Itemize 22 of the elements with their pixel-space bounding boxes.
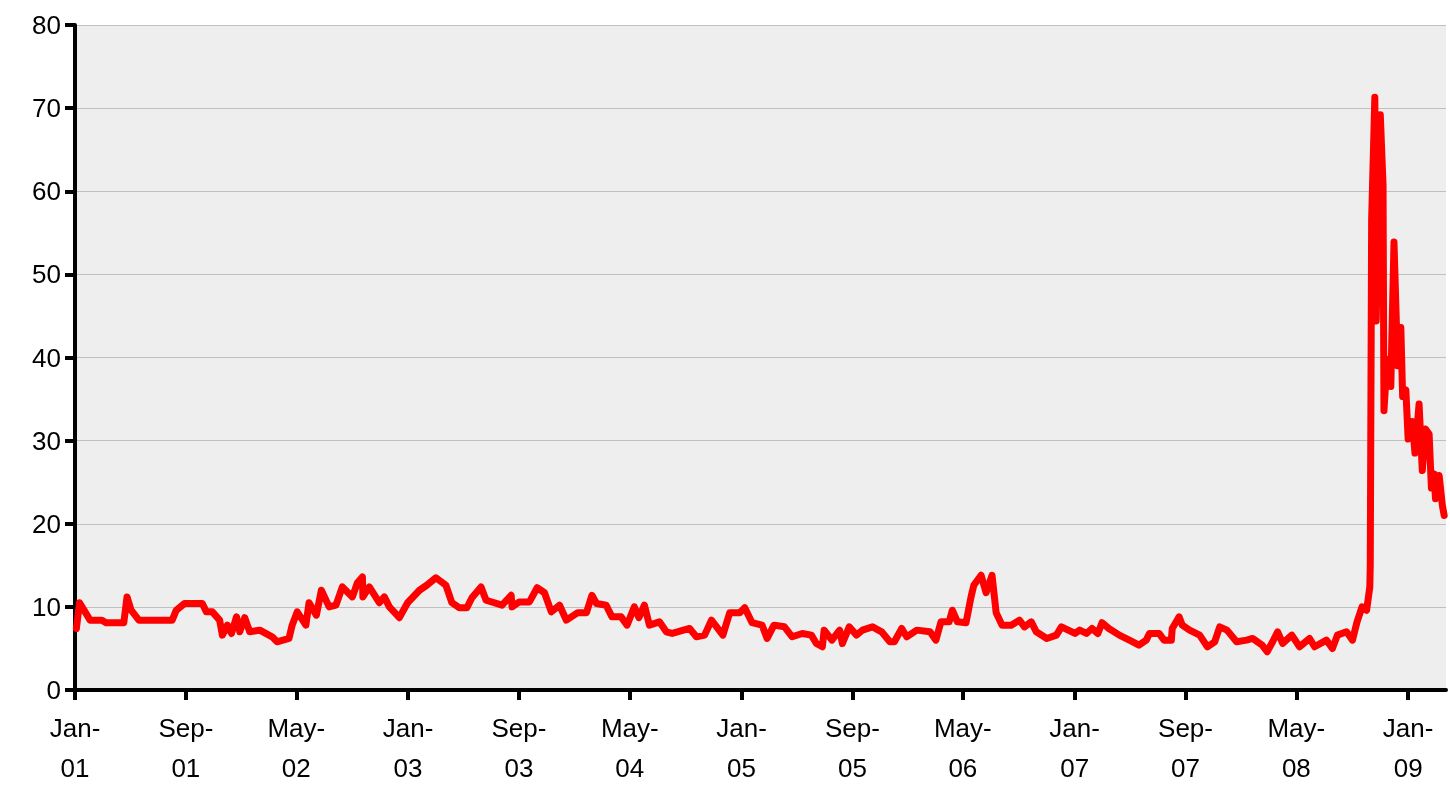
y-tick-label: 50 [32,259,61,290]
y-tick-label: 40 [32,342,61,373]
y-tick-label: 60 [32,176,61,207]
x-tick-label: Jan-01 [49,713,101,783]
y-tick-label: 20 [32,508,61,539]
x-tick-label: May-04 [600,713,659,783]
x-tick-label: May-06 [933,713,992,783]
x-tick-label: Jan-05 [716,713,767,783]
x-tick-label: Sep-07 [1158,713,1213,783]
y-tick-label: 80 [32,10,61,40]
x-tick-label: Sep-01 [158,713,214,783]
x-tick-label: Sep-03 [491,713,547,783]
x-tick-label: Sep-05 [824,713,880,783]
y-tick-label: 10 [32,591,61,622]
x-tick-label: Jan-09 [1382,713,1434,783]
x-tick-label: Jan-07 [1049,713,1100,783]
x-tick-label: Jan-03 [382,713,434,783]
x-tick-label: May-02 [267,713,326,783]
x-tick-label: May-08 [1267,713,1326,783]
y-tick-label: 70 [32,93,61,124]
y-tick-label: 30 [32,425,61,456]
y-tick-label: 0 [46,675,61,705]
